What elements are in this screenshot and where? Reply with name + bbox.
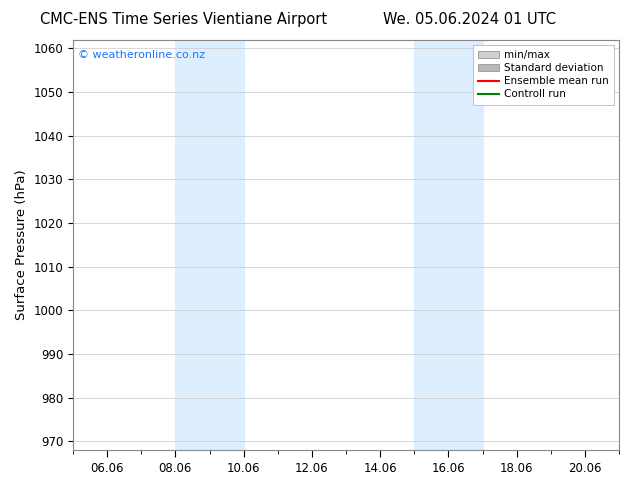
Text: CMC-ENS Time Series Vientiane Airport: CMC-ENS Time Series Vientiane Airport (41, 12, 327, 27)
Y-axis label: Surface Pressure (hPa): Surface Pressure (hPa) (15, 170, 28, 320)
Bar (414, 40, 482, 450)
Legend: min/max, Standard deviation, Ensemble mean run, Controll run: min/max, Standard deviation, Ensemble me… (472, 45, 614, 104)
Text: We. 05.06.2024 01 UTC: We. 05.06.2024 01 UTC (383, 12, 555, 27)
Text: © weatheronline.co.nz: © weatheronline.co.nz (79, 50, 205, 60)
Bar (176, 40, 243, 450)
